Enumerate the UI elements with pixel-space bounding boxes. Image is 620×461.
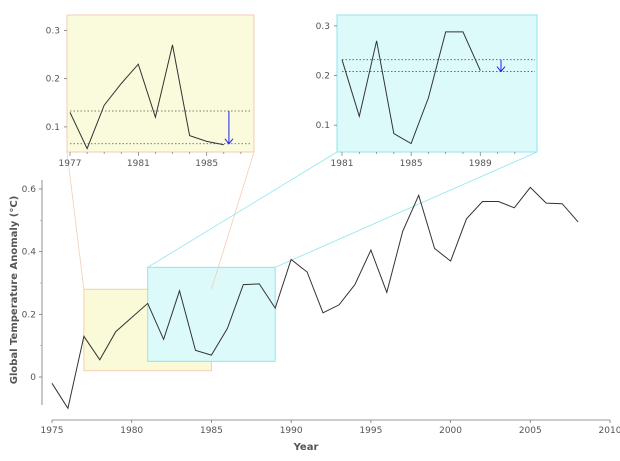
main-data-point — [529, 186, 531, 188]
main-data-point — [449, 260, 451, 262]
main-x-tick-label: 2000 — [439, 426, 462, 436]
main-x-tick-label: 1995 — [359, 426, 382, 436]
main-data-point — [322, 312, 324, 314]
inset-series-line — [69, 44, 224, 150]
main-x-tick-label: 1975 — [41, 426, 64, 436]
inset-data-point — [223, 144, 225, 146]
main-data-point — [83, 335, 85, 337]
down-arrow-head — [224, 138, 234, 145]
inset-chart-2: 0.1 0.2 0.3 1981 1985 1989 — [316, 14, 538, 169]
inset-data-point — [205, 140, 207, 142]
inset-data-point — [171, 44, 173, 46]
main-y-tick-label: 0.2 — [22, 310, 36, 320]
inset-y-tick-label: 0.2 — [316, 72, 330, 82]
main-data-point — [481, 200, 483, 202]
main-series-line — [51, 186, 579, 410]
inset-data-point — [103, 104, 105, 106]
main-data-point — [338, 304, 340, 306]
inset-data-point — [137, 63, 139, 65]
highlight-region-2 — [147, 266, 276, 362]
inset-y-tick-label: 0.3 — [316, 22, 330, 32]
main-x-tick-label: 1990 — [280, 426, 303, 436]
inset-panel — [66, 14, 255, 153]
inset-chart-1: 0.1 0.2 0.3 1977 1981 1985 — [46, 14, 255, 169]
main-data-point — [242, 283, 244, 285]
inset-data-point — [69, 111, 71, 113]
main-data-point — [194, 349, 196, 351]
main-x-tick-label: 2005 — [519, 426, 542, 436]
main-data-point — [210, 354, 212, 356]
inset-x-tick-label: 1985 — [195, 159, 218, 169]
main-data-point — [99, 359, 101, 361]
main-data-point — [146, 302, 148, 304]
main-data-point — [513, 207, 515, 209]
down-arrow-head — [496, 66, 506, 73]
x-axis-title: Year — [293, 442, 319, 453]
zoom-connector-line — [275, 151, 538, 268]
inset-data-point — [479, 69, 481, 71]
main-data-point — [465, 218, 467, 220]
main-background-layer — [66, 151, 538, 372]
inset-data-point — [120, 82, 122, 84]
main-data-point — [51, 382, 53, 384]
inset-panel — [336, 14, 538, 153]
main-data-point — [162, 338, 164, 340]
inset-data-point — [444, 31, 446, 33]
inset-data-point — [375, 40, 377, 42]
main-x-tick-label: 2010 — [599, 426, 620, 436]
inset-data-point — [341, 58, 343, 60]
zoom-connector-line — [66, 151, 85, 290]
main-foreground-layer: 0 0.2 0.4 0.6 1975 1980 1985 1990 1995 2000 2005 20… — [22, 180, 620, 436]
inset-y-tick-label: 0.2 — [46, 75, 60, 85]
inset-data-point — [410, 142, 412, 144]
inset-y-tick-label: 0.3 — [46, 26, 60, 36]
inset-x-tick-label: 1981 — [331, 159, 354, 169]
main-data-point — [274, 307, 276, 309]
inset-data-point — [393, 132, 395, 134]
inset-x-tick-label: 1985 — [400, 159, 423, 169]
main-y-tick-label: 0 — [30, 373, 36, 383]
inset-data-point — [154, 116, 156, 118]
inset-x-tick-label: 1977 — [59, 159, 82, 169]
inset-data-point — [188, 134, 190, 136]
main-data-point — [417, 194, 419, 196]
zoom-connector-line — [211, 151, 255, 290]
main-data-point — [131, 316, 133, 318]
main-data-point — [386, 291, 388, 293]
main-data-point — [402, 230, 404, 232]
main-data-point — [290, 258, 292, 260]
main-data-point — [354, 283, 356, 285]
inset-y-tick-label: 0.1 — [316, 121, 330, 131]
main-data-point — [370, 249, 372, 251]
inset-data-point — [358, 115, 360, 117]
main-data-point — [226, 327, 228, 329]
inset-x-tick-label: 1989 — [469, 159, 492, 169]
main-data-point — [433, 247, 435, 249]
main-data-point — [545, 202, 547, 204]
zoom-connector-line — [147, 151, 338, 268]
main-data-point — [577, 221, 579, 223]
main-data-point — [306, 271, 308, 273]
main-data-point — [497, 200, 499, 202]
y-axis-title: Global Temperature Anomaly (°C) — [9, 196, 20, 385]
main-data-point — [178, 290, 180, 292]
inset-series-line — [341, 31, 481, 145]
main-x-tick-label: 1985 — [200, 426, 223, 436]
inset-data-point — [462, 31, 464, 33]
inset-data-point — [427, 97, 429, 99]
main-data-point — [67, 407, 69, 409]
main-y-tick-label: 0.6 — [22, 185, 37, 195]
main-data-point — [258, 283, 260, 285]
main-x-tick-label: 1980 — [120, 426, 143, 436]
main-data-point — [561, 203, 563, 205]
inset-y-tick-label: 0.1 — [46, 123, 60, 133]
inset-data-point — [86, 147, 88, 149]
main-data-point — [115, 330, 117, 332]
main-y-tick-label: 0.4 — [22, 248, 37, 258]
inset-x-tick-label: 1981 — [127, 159, 150, 169]
